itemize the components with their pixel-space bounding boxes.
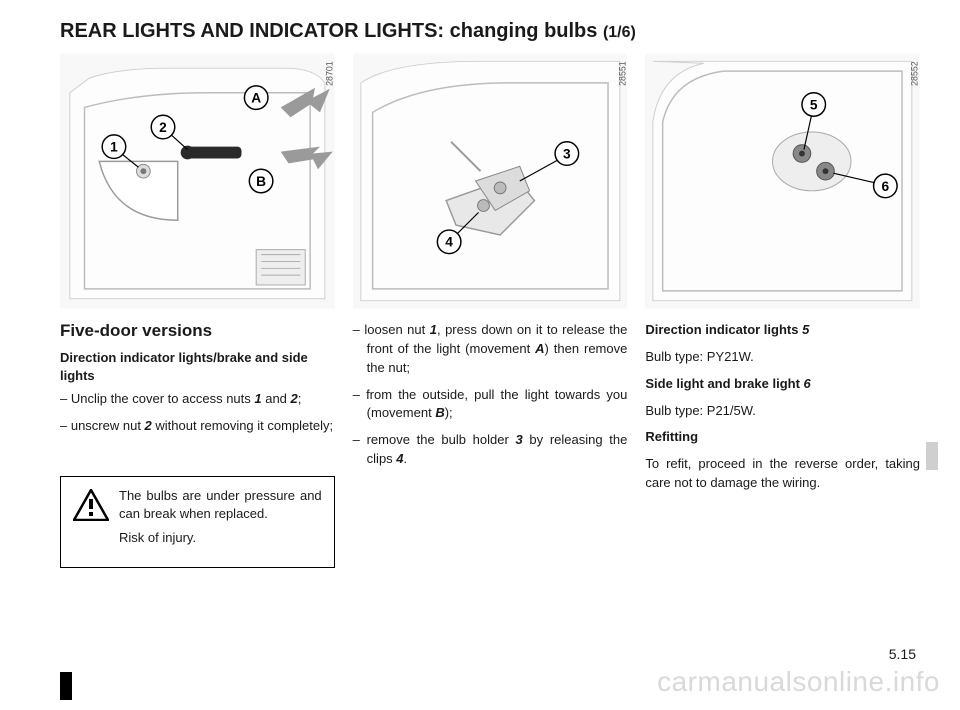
col3-p2: Bulb type: PY21W. <box>645 348 920 367</box>
callout-1: 1 <box>110 140 118 155</box>
col3-p5: To refit, proceed in the reverse order, … <box>645 455 920 493</box>
watermark: carmanualsonline.info <box>657 666 940 698</box>
fig3-code: 28552 <box>910 61 920 86</box>
columns: 1 2 A B 28701 Five-door versions Directi… <box>60 51 920 568</box>
callout-A: A <box>251 91 261 106</box>
warning-p2: Risk of injury. <box>119 529 322 547</box>
col2-li1: loosen nut 1, press down on it to releas… <box>353 321 628 378</box>
callout-5: 5 <box>810 97 818 112</box>
col3-p3: Side light and brake light 6 <box>645 375 920 394</box>
fig2-code: 28551 <box>617 61 627 86</box>
col1-subheading: Direction indicator lights/brake and sid… <box>60 349 335 384</box>
callout-6: 6 <box>882 179 890 194</box>
title-sub: (1/6) <box>603 24 636 41</box>
col3-body: Direction indicator lights 5 Bulb type: … <box>645 321 920 493</box>
warning-icon <box>73 489 109 521</box>
callout-2: 2 <box>159 120 167 135</box>
col1-body: Unclip the cover to access nuts 1 and 2;… <box>60 390 335 436</box>
page-title: REAR LIGHTS AND INDICATOR LIGHTS: changi… <box>60 20 920 43</box>
col2-body: loosen nut 1, press down on it to releas… <box>353 321 628 469</box>
column-3: 5 6 28552 Direction indicator lights 5 B… <box>645 51 920 568</box>
col3-p1: Direction indicator lights 5 <box>645 321 920 340</box>
column-2: 3 4 28551 loosen nut 1, press down on it… <box>353 51 628 568</box>
col2-li3: remove the bulb holder 3 by releasing th… <box>353 431 628 469</box>
title-main: REAR LIGHTS AND INDICATOR LIGHTS: changi… <box>60 20 603 42</box>
fig1-code: 28701 <box>325 61 335 86</box>
col3-p4: Bulb type: P21/5W. <box>645 402 920 421</box>
warning-box: The bulbs are under pressure and can bre… <box>60 476 335 569</box>
warning-p1: The bulbs are under pressure and can bre… <box>119 487 322 523</box>
col1-li2: unscrew nut 2 without removing it comple… <box>60 417 335 436</box>
col3-h3: Refitting <box>645 428 920 447</box>
section-tab <box>926 442 938 470</box>
column-1: 1 2 A B 28701 Five-door versions Directi… <box>60 51 335 568</box>
foot-mark <box>60 672 72 700</box>
col1-li1: Unclip the cover to access nuts 1 and 2; <box>60 390 335 409</box>
figure-3: 5 6 28552 <box>645 51 920 311</box>
col2-li2: from the outside, pull the light towards… <box>353 386 628 424</box>
page-number: 5.15 <box>889 646 916 662</box>
figure-2: 3 4 28551 <box>353 51 628 311</box>
figure-1: 1 2 A B 28701 <box>60 51 335 311</box>
callout-3: 3 <box>563 146 571 161</box>
col1-heading: Five-door versions <box>60 321 335 341</box>
callout-4: 4 <box>445 235 453 250</box>
callout-B: B <box>256 174 266 189</box>
